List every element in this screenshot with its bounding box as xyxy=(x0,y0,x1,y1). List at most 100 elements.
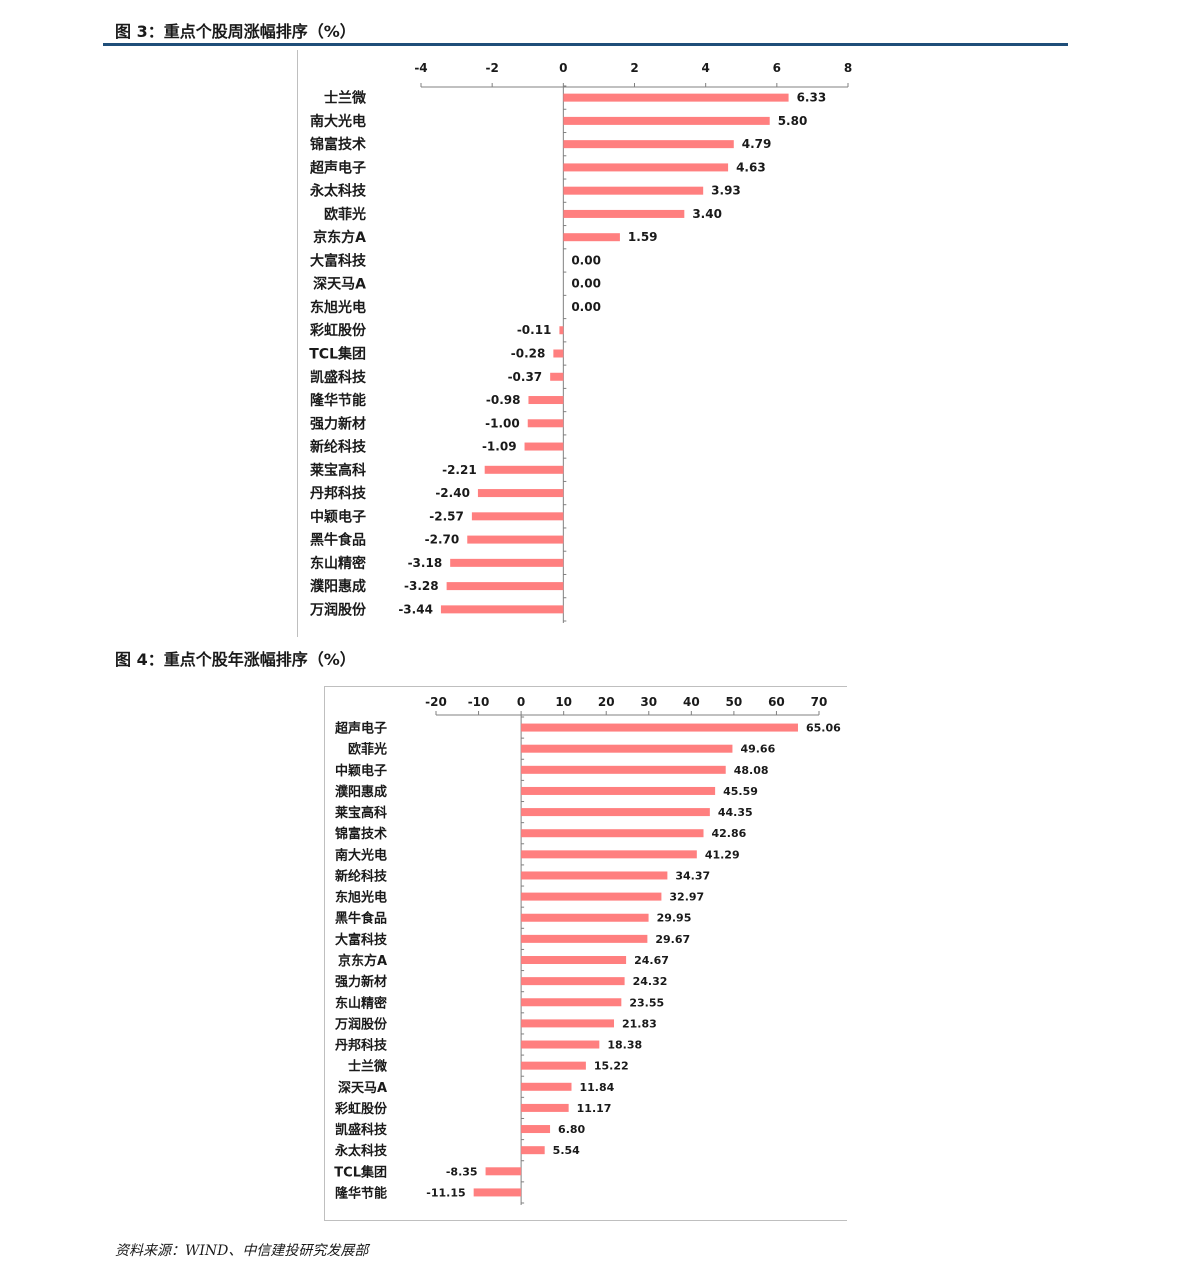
bar xyxy=(521,808,710,817)
source-note: 资料来源：WIND、中信建投研究发展部 xyxy=(115,1243,369,1259)
bar-value-label: -0.37 xyxy=(508,370,543,384)
bar-value-label: -2.70 xyxy=(425,533,460,547)
category-label: 濮阳惠成 xyxy=(335,784,387,800)
bar-value-label: 65.06 xyxy=(806,722,841,735)
bar-value-label: -0.28 xyxy=(511,347,546,361)
bar-value-label: -11.15 xyxy=(426,1186,465,1199)
bar xyxy=(559,326,564,335)
bar-value-label: -2.40 xyxy=(435,486,470,500)
bar xyxy=(563,186,704,195)
x-tick-label: 2 xyxy=(630,61,638,75)
category-label: 新纶科技 xyxy=(310,439,367,456)
bar-value-label: -3.44 xyxy=(398,602,433,616)
bar-value-label: 29.67 xyxy=(655,933,690,946)
category-label: TCL集团 xyxy=(334,1164,387,1180)
bar xyxy=(473,1188,522,1197)
category-label: 东山精密 xyxy=(310,555,366,572)
bar xyxy=(521,723,798,732)
bar xyxy=(485,1167,522,1176)
category-label: 东山精密 xyxy=(335,995,387,1011)
bar xyxy=(521,1019,615,1028)
bar-value-label: 6.80 xyxy=(558,1123,585,1136)
category-label: 丹邦科技 xyxy=(310,485,367,502)
category-label: 莱宝高科 xyxy=(335,805,387,821)
category-label: 大富科技 xyxy=(310,252,367,269)
bar xyxy=(553,349,564,358)
bar-value-label: 11.84 xyxy=(579,1081,614,1094)
bar xyxy=(521,786,716,795)
bar-value-label: -8.35 xyxy=(446,1165,478,1178)
bar-value-label: 11.17 xyxy=(577,1102,612,1115)
bar-value-label: 4.79 xyxy=(742,137,772,151)
x-tick-label: 70 xyxy=(811,695,828,709)
bar xyxy=(563,209,685,218)
bar xyxy=(563,93,789,102)
bar-value-label: 42.86 xyxy=(712,827,747,840)
x-tick-label: 0 xyxy=(559,61,567,75)
bar-value-label: -3.18 xyxy=(408,556,443,570)
category-label: 黑牛食品 xyxy=(310,532,366,549)
bar xyxy=(521,977,625,986)
bar-value-label: 21.83 xyxy=(622,1017,657,1030)
bar xyxy=(521,934,648,943)
bar-value-label: 44.35 xyxy=(718,806,753,819)
bar xyxy=(524,442,564,451)
bar-value-label: -2.21 xyxy=(442,463,477,477)
category-label: 凯盛科技 xyxy=(310,369,367,386)
bar xyxy=(521,1103,569,1112)
category-label: 永太科技 xyxy=(309,183,367,200)
bar xyxy=(521,1040,600,1049)
category-label: 凯盛科技 xyxy=(335,1122,388,1138)
category-label: 大富科技 xyxy=(335,932,388,948)
bar xyxy=(521,1082,572,1091)
title-divider xyxy=(103,43,1068,46)
bar xyxy=(521,1061,586,1070)
bar xyxy=(446,582,564,591)
bar-value-label: -3.28 xyxy=(404,579,439,593)
bar-value-label: -2.57 xyxy=(429,509,464,523)
x-tick-label: -2 xyxy=(485,61,498,75)
bar-value-label: 24.32 xyxy=(633,975,668,988)
x-tick-label: 6 xyxy=(773,61,781,75)
bar-value-label: 3.93 xyxy=(711,184,741,198)
figure-3-title: 图 3：重点个股周涨幅排序（%） xyxy=(115,22,356,41)
category-label: 强力新材 xyxy=(335,974,387,990)
bar-value-label: 4.63 xyxy=(736,160,766,174)
category-label: 强力新材 xyxy=(310,415,366,432)
category-label: 深天马A xyxy=(313,276,366,293)
x-tick-label: -10 xyxy=(468,695,490,709)
category-label: 中颖电子 xyxy=(335,763,387,779)
bar-value-label: -0.98 xyxy=(486,393,521,407)
bar-value-label: -1.09 xyxy=(482,440,517,454)
bar-value-label: 49.66 xyxy=(740,743,775,756)
bar-value-label: 5.80 xyxy=(778,114,808,128)
category-label: 欧菲光 xyxy=(324,206,366,223)
bar-value-label: 1.59 xyxy=(628,230,658,244)
x-tick-label: 10 xyxy=(555,695,572,709)
category-label: 万润股份 xyxy=(334,1016,388,1032)
bar-value-label: 18.38 xyxy=(607,1039,642,1052)
bar xyxy=(521,892,662,901)
bar-value-label: 45.59 xyxy=(723,785,758,798)
category-label: 新纶科技 xyxy=(335,868,388,884)
x-tick-label: -20 xyxy=(425,695,447,709)
category-label: 莱宝高科 xyxy=(310,462,366,479)
category-label: 丹邦科技 xyxy=(335,1038,388,1054)
bar xyxy=(528,396,564,405)
category-label: 东旭光电 xyxy=(310,299,366,316)
category-label: 彩虹股份 xyxy=(309,322,367,339)
category-label: 隆华节能 xyxy=(310,392,366,409)
bar xyxy=(521,913,649,922)
x-tick-label: 0 xyxy=(517,695,525,709)
x-tick-label: 50 xyxy=(726,695,743,709)
bar-value-label: 48.08 xyxy=(734,764,769,777)
bar xyxy=(521,956,627,964)
bar xyxy=(563,116,770,125)
bar-value-label: 23.55 xyxy=(629,996,664,1009)
category-label: 黑牛食品 xyxy=(335,911,387,927)
bar xyxy=(521,1125,551,1134)
bar-value-label: 41.29 xyxy=(705,848,740,861)
figure-4-title: 图 4：重点个股年涨幅排序（%） xyxy=(115,650,356,669)
yearly-change-chart: -20 -10 0 10 20 30 40 50 60 70 65.06 超声电子 49.66 欧菲光 48… xyxy=(324,686,847,1221)
bar xyxy=(550,372,564,381)
